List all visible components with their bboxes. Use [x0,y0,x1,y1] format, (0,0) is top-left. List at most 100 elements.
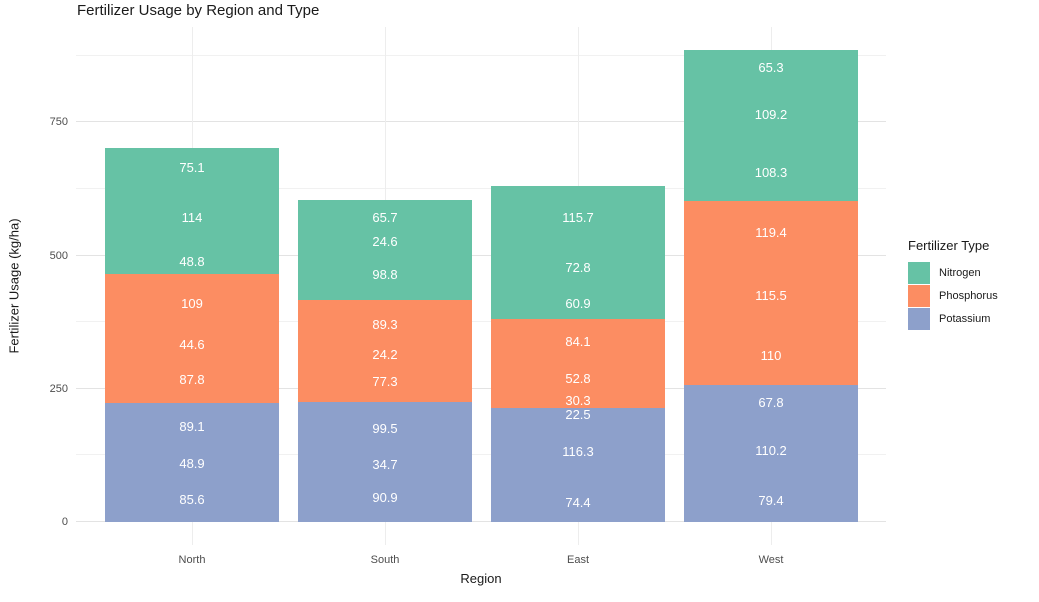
segment-potassium: 74.4 [491,482,665,522]
gridline-major [76,387,886,389]
y-tick-label: 250 [49,382,68,395]
segment-value-label: 75.1 [179,160,205,175]
segment-value-label: 108.3 [754,164,788,180]
legend: Fertilizer Type Nitrogen Phosphorus Potass… [908,238,998,330]
legend-item-label: Phosphorus [939,289,998,302]
segment-value-label: 85.6 [179,491,205,507]
segment-phosphorus: 30.3 [491,392,665,409]
segment-value-label: 99.5 [372,421,398,437]
segment-nitrogen: 60.9 [491,286,665,320]
legend-item-nitrogen: Nitrogen [908,261,998,284]
segment-phosphorus: 24.2 [298,348,472,361]
segment-value-label: 116.3 [562,443,594,459]
x-tick-label: East [566,554,590,566]
legend-item-label: Potassium [939,312,991,325]
chart-title: Fertilizer Usage by Region and Type [77,2,320,19]
segment-value-label: 72.8 [565,259,591,275]
segment-value-label: 115.5 [755,287,787,303]
segment-value-label: 114 [181,210,203,226]
segment-value-label: 48.8 [179,253,205,269]
segment-value-label: 65.7 [372,209,398,225]
gridline-minor [76,54,886,56]
segment-potassium: 116.3 [491,420,665,483]
segment-nitrogen: 114 [105,187,279,249]
segment-nitrogen: 48.8 [105,248,279,275]
bar-south: 65.7 24.6 98.8 89.3 24.2 77.3 99.5 34.7 90.9 [298,199,472,522]
x-axis-title: Region [460,571,502,586]
segment-potassium: 89.1 [105,402,279,451]
bar-north: 75.1 114 48.8 109 44.6 87.8 89.1 48.9 85.6 [105,147,279,523]
segment-phosphorus: 44.6 [105,332,279,357]
segment-potassium: 90.9 [298,473,472,522]
segment-nitrogen: 109.2 [684,85,858,144]
segment-phosphorus: 84.1 [491,319,665,365]
legend-item-phosphorus: Phosphorus [908,284,998,307]
segment-potassium: 67.8 [684,384,858,421]
segment-value-label: 44.6 [179,336,205,352]
segment-value-label: 110.2 [755,442,787,458]
plot-panel: 75.1 114 48.8 109 44.6 87.8 89.1 48.9 85.6 65.7 24… [76,27,886,545]
gridline-minor [76,188,886,189]
gridline-minor [76,321,886,323]
segment-value-label: 60.9 [565,295,591,311]
segment-value-label: 110 [760,348,782,363]
bar-east: 115.7 72.8 60.9 84.1 52.8 30.3 22.5 116.3 74.4 [491,186,665,522]
segment-value-label: 30.3 [565,392,591,408]
segment-phosphorus: 77.3 [298,360,472,403]
segment-value-label: 109 [181,295,203,311]
legend-swatch-phosphorus [908,284,930,307]
segment-phosphorus: 110 [684,326,858,385]
y-tick-label: 0 [61,516,68,528]
segment-value-label: 89.1 [179,419,205,435]
segment-phosphorus: 109 [105,274,279,333]
x-tick-label: West [758,554,784,566]
segment-value-label: 24.2 [372,346,398,362]
segment-nitrogen: 65.3 [684,50,858,86]
segment-nitrogen: 72.8 [491,248,665,287]
gridline-major [76,521,886,522]
segment-value-label: 89.3 [372,316,398,332]
segment-potassium: 85.6 [105,476,279,522]
segment-phosphorus: 89.3 [298,300,472,348]
segment-value-label: 48.9 [179,455,205,471]
legend-title: Fertilizer Type [908,238,990,253]
x-tick-label: North [178,554,206,566]
segment-nitrogen: 98.8 [298,247,472,301]
segment-nitrogen: 115.7 [491,186,665,249]
segment-phosphorus: 87.8 [105,356,279,403]
segment-value-label: 24.6 [372,233,398,249]
segment-value-label: 119.4 [755,225,787,241]
segment-value-label: 87.8 [179,371,205,387]
segment-value-label: 77.3 [372,373,398,389]
segment-value-label: 115.7 [562,209,594,225]
legend-items: Nitrogen Phosphorus Potassium [908,261,998,330]
legend-swatch-nitrogen [908,261,930,284]
y-tick-label: 750 [49,116,68,129]
segment-value-label: 67.8 [758,395,784,411]
segment-potassium: 22.5 [491,406,665,422]
bar-west: 65.3 109.2 108.3 119.4 115.5 110 67.8 110.2 79.4 [684,50,858,522]
segment-phosphorus: 52.8 [491,364,665,393]
segment-value-label: 52.8 [565,370,591,386]
segment-value-label: 79.4 [758,493,784,509]
x-tick-label: South [370,554,400,566]
segment-value-label: 22.5 [565,406,591,422]
segment-nitrogen: 75.1 [105,147,279,188]
segment-value-label: 34.7 [372,456,398,472]
gridline-major [76,121,886,123]
segment-value-label: 109.2 [754,106,788,122]
segment-value-label: 90.9 [372,490,398,506]
legend-item-potassium: Potassium [908,307,998,330]
segment-phosphorus: 119.4 [684,201,858,265]
gridline-major [76,254,886,256]
segment-nitrogen: 65.7 [298,199,472,235]
segment-value-label: 74.4 [565,494,591,510]
y-axis-title: Fertilizer Usage (kg/ha) [6,218,22,354]
segment-potassium: 34.7 [298,455,472,474]
segment-potassium: 48.9 [105,450,279,477]
segment-value-label: 84.1 [565,334,591,350]
legend-item-label: Nitrogen [939,266,981,279]
segment-nitrogen: 24.6 [298,233,472,249]
legend-swatch-potassium [908,307,930,330]
